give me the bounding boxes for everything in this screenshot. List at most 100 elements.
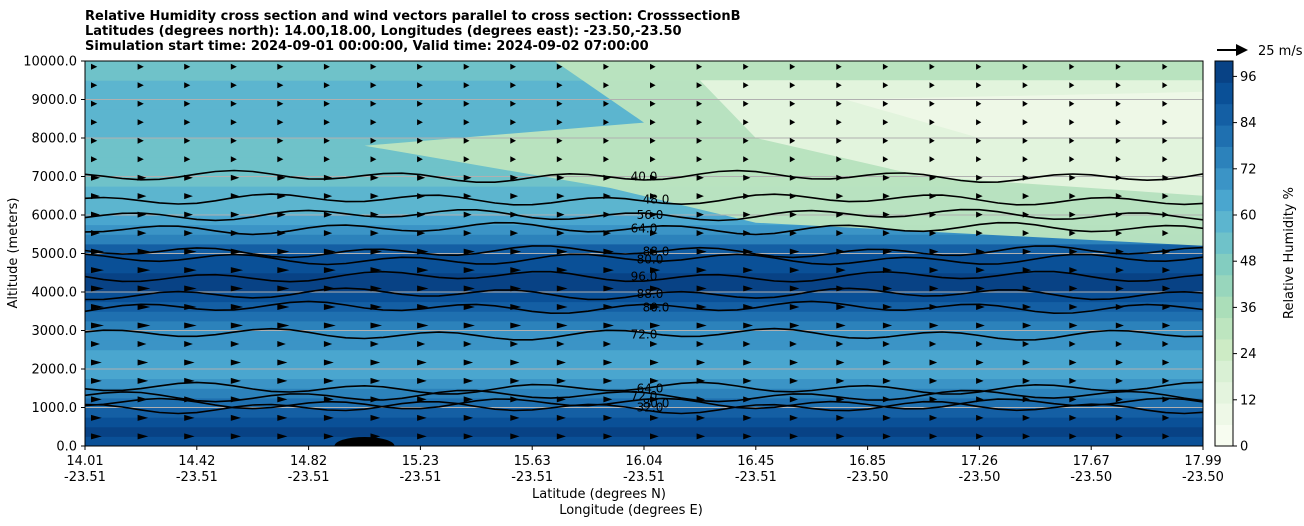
colorbar-tick-label: 12 bbox=[1240, 393, 1257, 408]
wind-arrow bbox=[91, 433, 102, 440]
wind-arrow bbox=[976, 100, 982, 107]
wind-arrow bbox=[743, 211, 751, 218]
wind-arrow bbox=[137, 82, 144, 89]
colorbar-segment bbox=[1215, 232, 1233, 254]
wind-arrow bbox=[230, 156, 237, 163]
x-axis-label-longitude: Longitude (degrees E) bbox=[559, 503, 703, 518]
wind-arrow bbox=[882, 211, 890, 218]
x-tick-label-lon: -23.51 bbox=[176, 470, 218, 485]
wind-arrow bbox=[1115, 174, 1123, 181]
wind-arrow bbox=[510, 267, 522, 274]
wind-vectors bbox=[91, 63, 1171, 440]
wind-arrow bbox=[137, 341, 147, 347]
wind-arrow bbox=[277, 174, 286, 181]
wind-arrow bbox=[929, 119, 935, 126]
wind-arrow bbox=[836, 267, 846, 274]
wind-arrow bbox=[370, 377, 381, 384]
wind-arrow bbox=[510, 377, 520, 384]
x-tick-label-lat: 16.45 bbox=[737, 454, 774, 469]
rh-band bbox=[85, 224, 1203, 235]
wind-arrow bbox=[603, 267, 614, 274]
wind-arrow bbox=[1162, 359, 1170, 366]
wind-arrow bbox=[836, 137, 842, 144]
y-tick-label: 8000.0 bbox=[32, 132, 78, 147]
colorbar-label: Relative Humidity % bbox=[1282, 187, 1297, 319]
wind-arrow bbox=[603, 156, 609, 163]
wind-arrow bbox=[463, 377, 474, 384]
wind-arrow bbox=[230, 304, 244, 310]
colorbar-segment bbox=[1215, 381, 1233, 404]
wind-arrow bbox=[976, 359, 984, 366]
wind-arrow bbox=[882, 267, 893, 274]
wind-arrow bbox=[650, 267, 661, 274]
wind-arrow bbox=[417, 267, 429, 274]
wind-arrow bbox=[789, 359, 798, 366]
wind-arrow bbox=[137, 137, 144, 144]
wind-arrow bbox=[836, 211, 844, 218]
wind-arrow bbox=[882, 396, 891, 403]
wind-arrow bbox=[929, 322, 939, 329]
wind-arrow bbox=[882, 359, 891, 366]
wind-arrow bbox=[1115, 119, 1121, 126]
wind-arrow bbox=[882, 119, 889, 126]
rh-band bbox=[85, 407, 1203, 418]
wind-arrow bbox=[1069, 248, 1078, 255]
wind-arrow bbox=[882, 82, 889, 89]
wind-arrow bbox=[976, 304, 985, 310]
wind-arrow bbox=[556, 174, 565, 181]
wind-arrow bbox=[556, 304, 568, 310]
wind-arrow bbox=[882, 377, 891, 384]
wind-arrow bbox=[976, 285, 985, 292]
wind-arrow bbox=[696, 396, 706, 403]
wind-arrow bbox=[463, 82, 470, 89]
wind-arrow bbox=[1069, 100, 1075, 107]
rh-band bbox=[85, 263, 1203, 274]
wind-arrow bbox=[137, 230, 147, 237]
wind-arrow bbox=[370, 230, 379, 237]
wind-arrow bbox=[277, 137, 284, 144]
rh-band bbox=[85, 340, 1203, 351]
wind-arrow bbox=[370, 174, 379, 181]
wind-arrow bbox=[650, 193, 658, 200]
y-axis: 0.0 1000.0 2000.0 3000.0 4000.0 5000.0 6000.0 7… bbox=[23, 55, 85, 455]
wind-arrow bbox=[1162, 63, 1168, 70]
wind-arrow bbox=[743, 63, 749, 70]
wind-arrow bbox=[929, 100, 935, 107]
wind-arrow bbox=[230, 230, 240, 237]
x-axis-label-latitude: Latitude (degrees N) bbox=[532, 487, 666, 502]
wind-arrow bbox=[463, 230, 472, 237]
wind-arrow bbox=[370, 82, 377, 89]
wind-arrow bbox=[929, 414, 938, 421]
colorbar-tick-label: 72 bbox=[1240, 162, 1257, 177]
wind-arrow bbox=[230, 414, 241, 421]
wind-arrow bbox=[743, 341, 751, 347]
wind-arrow bbox=[510, 433, 520, 440]
wind-arrow bbox=[836, 322, 846, 329]
wind-arrow bbox=[137, 156, 144, 163]
wind-arrow bbox=[323, 156, 330, 163]
wind-arrow bbox=[230, 248, 244, 255]
wind-arrow bbox=[230, 359, 241, 366]
wind-arrow bbox=[230, 100, 237, 107]
wind-arrow bbox=[696, 174, 704, 181]
wind-arrow bbox=[882, 341, 890, 347]
wind-arrow bbox=[882, 248, 893, 255]
wind-arrow bbox=[463, 304, 475, 310]
wind-arrow bbox=[696, 248, 707, 255]
wind-arrow bbox=[277, 267, 290, 274]
wind-arrow bbox=[1022, 414, 1030, 421]
wind-arrow bbox=[743, 304, 753, 310]
rh-band bbox=[85, 397, 1203, 408]
wind-arrow bbox=[510, 341, 519, 347]
wind-arrow bbox=[277, 156, 284, 163]
wind-arrow bbox=[230, 322, 244, 329]
rh-band bbox=[85, 436, 1203, 446]
surface-blob bbox=[334, 437, 395, 446]
wind-arrow bbox=[882, 414, 891, 421]
wind-arrow bbox=[1069, 230, 1076, 237]
rh-band bbox=[85, 349, 1203, 360]
wind-arrow bbox=[836, 100, 842, 107]
wind-arrow bbox=[603, 414, 613, 421]
wind-arrow bbox=[1069, 414, 1077, 421]
wind-arrow bbox=[603, 100, 609, 107]
